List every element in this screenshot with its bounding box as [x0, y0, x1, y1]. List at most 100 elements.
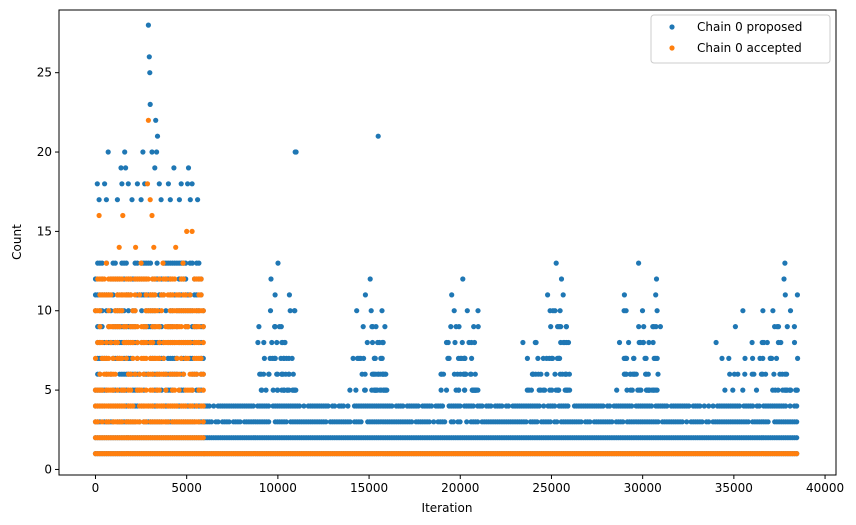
point-accepted	[180, 276, 187, 282]
point-proposed	[650, 387, 657, 393]
point-proposed	[266, 419, 272, 425]
point-proposed	[722, 387, 728, 393]
point-proposed	[293, 387, 299, 393]
point-proposed	[237, 419, 243, 425]
point-accepted	[185, 324, 191, 330]
point-accepted	[119, 419, 125, 425]
point-accepted	[161, 292, 167, 298]
point-accepted	[194, 403, 200, 409]
point-accepted	[200, 403, 206, 409]
point-proposed	[653, 292, 659, 298]
point-proposed	[196, 260, 202, 266]
point-proposed	[153, 117, 159, 123]
x-tick-label: 25000	[532, 481, 570, 495]
point-accepted	[150, 387, 156, 393]
point-proposed	[443, 387, 450, 393]
point-proposed	[578, 419, 584, 425]
point-accepted	[156, 276, 162, 282]
point-accepted	[165, 419, 171, 425]
point-accepted	[156, 324, 162, 330]
point-proposed	[185, 165, 192, 171]
point-accepted	[99, 419, 105, 425]
point-accepted	[200, 324, 206, 330]
point-proposed	[524, 355, 531, 361]
point-proposed	[760, 308, 766, 314]
point-accepted	[198, 355, 204, 361]
point-proposed	[134, 260, 140, 266]
point-proposed	[147, 101, 153, 107]
point-accepted	[106, 308, 112, 314]
point-accepted	[163, 276, 169, 282]
point-proposed	[325, 403, 331, 409]
point-accepted	[147, 197, 153, 203]
point-accepted	[144, 181, 151, 187]
point-proposed	[624, 387, 630, 393]
point-proposed	[301, 403, 307, 409]
point-accepted	[172, 276, 178, 282]
point-proposed	[655, 419, 661, 425]
point-accepted	[119, 308, 125, 314]
point-proposed	[535, 371, 542, 377]
point-accepted	[139, 387, 145, 393]
point-accepted	[128, 276, 134, 282]
point-proposed	[536, 387, 542, 393]
point-proposed	[626, 339, 632, 346]
point-proposed	[255, 339, 261, 346]
point-proposed	[740, 387, 746, 393]
point-accepted	[130, 355, 136, 361]
point-proposed	[758, 371, 765, 377]
point-proposed	[457, 403, 463, 409]
point-proposed	[282, 339, 288, 346]
point-proposed	[479, 403, 485, 409]
point-accepted	[116, 244, 122, 250]
point-proposed	[552, 371, 558, 377]
point-accepted	[183, 292, 189, 298]
point-proposed	[787, 403, 793, 409]
point-accepted	[156, 339, 162, 346]
point-proposed	[750, 355, 756, 361]
point-proposed	[431, 419, 437, 425]
point-proposed	[266, 403, 272, 409]
point-proposed	[96, 197, 102, 203]
point-accepted	[97, 324, 103, 330]
point-proposed	[114, 197, 120, 203]
point-proposed	[382, 324, 388, 330]
point-proposed	[769, 355, 775, 361]
point-proposed	[628, 387, 634, 393]
point-proposed	[523, 419, 529, 425]
point-proposed	[274, 387, 280, 393]
point-proposed	[354, 308, 360, 314]
point-proposed	[631, 371, 637, 377]
point-proposed	[279, 371, 285, 377]
point-proposed	[389, 403, 395, 409]
point-accepted	[143, 292, 149, 298]
point-proposed	[756, 403, 762, 409]
point-proposed	[563, 371, 569, 377]
point-proposed	[636, 339, 642, 346]
point-proposed	[125, 181, 131, 187]
point-accepted	[187, 292, 193, 298]
point-proposed	[621, 292, 628, 298]
x-tick-label: 35000	[715, 481, 753, 495]
point-proposed	[710, 403, 716, 409]
point-accepted	[196, 324, 202, 330]
point-proposed	[105, 149, 111, 155]
point-accepted	[196, 419, 202, 425]
point-proposed	[566, 371, 573, 377]
point-proposed	[290, 371, 296, 377]
point-accepted	[134, 355, 140, 361]
point-proposed	[145, 22, 151, 28]
point-proposed	[266, 371, 272, 377]
point-proposed	[553, 260, 559, 266]
point-accepted	[99, 387, 105, 393]
point-accepted	[200, 387, 206, 393]
point-proposed	[453, 324, 459, 330]
legend-box	[650, 14, 831, 64]
point-proposed	[154, 260, 160, 266]
point-accepted	[123, 355, 129, 361]
point-proposed	[684, 419, 690, 425]
point-proposed	[528, 387, 535, 393]
series-accepted-points	[92, 117, 800, 457]
point-proposed	[614, 387, 620, 393]
